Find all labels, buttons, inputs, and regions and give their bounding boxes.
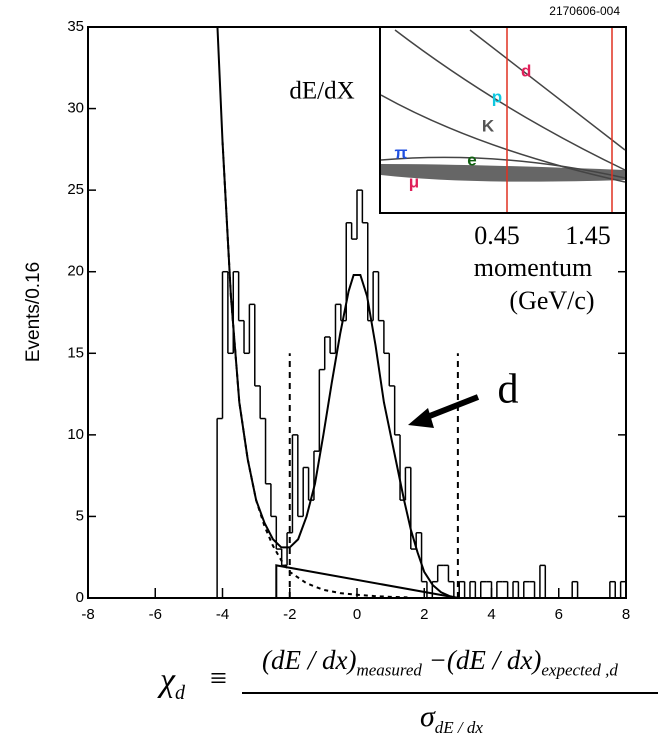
y-tick-label: 10: [67, 426, 84, 443]
inset-xlabel: momentum: [474, 253, 592, 282]
formula-text: (dE / dx): [262, 645, 356, 675]
x-tick-label: 6: [555, 606, 563, 623]
annotation: d: [498, 367, 519, 413]
formula-text: −(dE / dx): [429, 645, 542, 675]
formula-numerator: (dE / dx)measured −(dE / dx)expected ,d: [262, 645, 618, 680]
x-tick-label: -2: [283, 606, 296, 623]
inset-tick-label: 1.45: [565, 221, 611, 250]
formula-lhs: χd: [160, 662, 185, 705]
y-axis-label: Events/0.16: [23, 262, 44, 362]
x-tick-label: 4: [487, 606, 495, 623]
annotation-arrow: [422, 397, 478, 419]
formula-text: expected ,d: [541, 660, 617, 679]
fraction-bar: [242, 692, 658, 694]
formula-text: d: [175, 682, 185, 704]
page: {"chart_data": { "type": "histogram", "y…: [0, 0, 664, 745]
formula-denominator: σdE / dx: [420, 700, 483, 738]
inset-ylabel: dE/dX: [289, 78, 354, 105]
y-tick-label: 0: [76, 589, 84, 606]
y-tick-label: 35: [67, 18, 84, 35]
particle-label: e: [467, 150, 476, 169]
x-tick-label: 8: [622, 606, 630, 623]
formula-text: measured: [356, 660, 421, 679]
y-tick-label: 20: [67, 263, 84, 280]
annotation-arrowhead: [408, 408, 434, 428]
y-tick-label: 25: [67, 181, 84, 198]
x-tick-label: 2: [420, 606, 428, 623]
histogram-outline: [217, 190, 626, 598]
x-tick-label: -4: [216, 606, 229, 623]
inset-code: 2170606-004: [549, 4, 620, 18]
inset-tick-label: 0.45: [474, 221, 520, 250]
x-tick-label: -8: [81, 606, 94, 623]
y-tick-label: 30: [67, 100, 84, 117]
particle-label: K: [482, 116, 495, 135]
formula-text: σ: [420, 700, 435, 733]
y-tick-label: 5: [76, 507, 84, 524]
formula-text: χ: [160, 662, 175, 699]
particle-label: μ: [409, 172, 419, 191]
y-tick-label: 15: [67, 344, 84, 361]
x-tick-label: -6: [149, 606, 162, 623]
inset: 2170606-004 dE/dX d p K e π μ 0.45 1.45 …: [289, 4, 626, 315]
particle-label: π: [394, 143, 407, 162]
formula-text: dE / dx: [435, 718, 483, 737]
inset-unit: (GeV/c): [509, 286, 594, 315]
particle-label: p: [492, 87, 502, 106]
particle-label: d: [521, 61, 531, 80]
x-tick-label: 0: [353, 606, 361, 623]
formula-equiv: ≡: [210, 662, 227, 696]
chart: 0 5 10 15 20 25 30 35 -8 -6 -4 -2 0 2 4 6 8 2170606-004 …: [0, 0, 664, 640]
